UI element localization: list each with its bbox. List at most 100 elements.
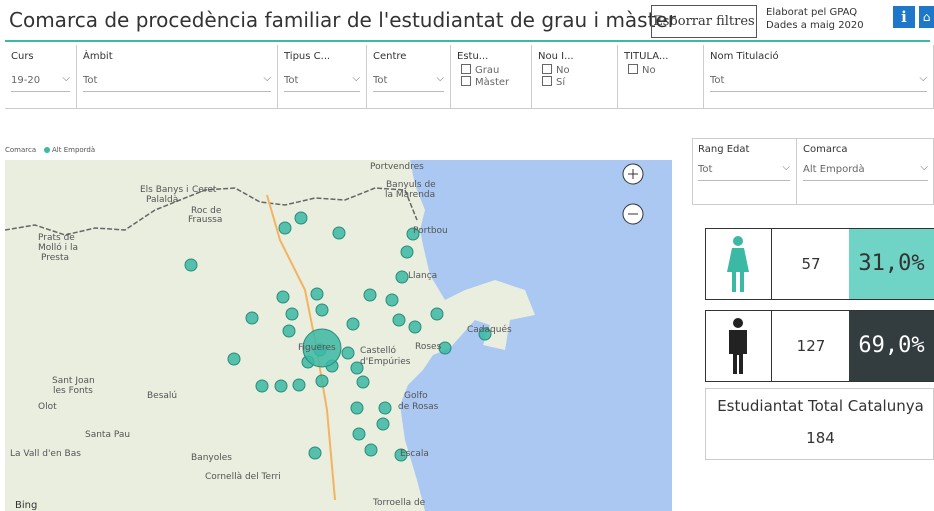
map-bubble	[378, 401, 392, 415]
filter-value: Alt Empordà	[803, 164, 865, 175]
map-bubble	[478, 327, 492, 341]
map-bubble	[400, 245, 414, 259]
map-bubble	[350, 401, 364, 415]
map-label: Besalú	[147, 391, 177, 401]
info-button[interactable]: i	[893, 6, 915, 28]
filter-option[interactable]: No	[628, 64, 697, 76]
chevron: ⌵	[263, 73, 271, 84]
filter[interactable]: Àmbit Tot ⌵	[77, 45, 278, 108]
map-label: Sant Joan	[52, 376, 95, 386]
filter-dropdown[interactable]: 19-20 ⌵	[11, 71, 70, 92]
male-card: 127 69,0%	[705, 310, 934, 382]
filter-value: 19-20	[11, 75, 41, 86]
side-filter[interactable]: Rang Edat Tot ⌵	[692, 138, 797, 205]
chevron: ⌵	[352, 73, 360, 84]
map-label: Fraussa	[188, 215, 222, 225]
filter[interactable]: Centre Tot ⌵	[367, 45, 451, 108]
filter-label: Comarca	[803, 144, 848, 155]
filter-dropdown[interactable]: Tot ⌵	[698, 160, 790, 181]
map-bubble	[315, 374, 329, 388]
map-label: Banyuls de	[386, 180, 436, 190]
filter-label: Nom Titulació	[710, 51, 779, 62]
map-label: Ceret	[192, 185, 217, 195]
map-label: Roses	[415, 342, 442, 352]
map-bubble	[406, 227, 420, 241]
filter-option[interactable]: No	[542, 64, 611, 76]
map-bubble	[363, 288, 377, 302]
border	[5, 187, 418, 236]
map-bubble	[364, 443, 378, 457]
male-percent: 69,0%	[849, 311, 934, 381]
map-bubble	[310, 287, 324, 301]
map-bubble	[282, 324, 296, 338]
map-bubble	[346, 317, 360, 331]
filter[interactable]: Curs 19-20 ⌵	[5, 45, 77, 108]
map-label: Banyoles	[191, 453, 232, 463]
map-bubble	[315, 303, 329, 317]
filter-dropdown[interactable]: Tot ⌵	[373, 71, 444, 92]
map-label: Portbou	[413, 226, 448, 236]
map-label: Llança	[408, 271, 437, 281]
map-label: La Vall d'en Bas	[10, 449, 81, 459]
map-label: Torroella de	[372, 498, 426, 508]
map-bubble	[302, 328, 342, 368]
side-filter[interactable]: Comarca Alt Empordà ⌵	[797, 138, 934, 205]
female-count: 57	[771, 229, 850, 299]
map-label: Escala	[400, 449, 429, 459]
map-bubble	[356, 375, 370, 389]
filter-label: Centre	[373, 51, 407, 62]
filter-options: Grau Màster	[461, 64, 525, 88]
clear-filters-button[interactable]: Esborrar filtres	[651, 5, 757, 38]
map-bubble	[227, 352, 241, 366]
filter-label: Rang Edat	[698, 144, 750, 155]
chevron: ⌵	[62, 73, 70, 84]
map-label: Palaldà	[146, 195, 178, 205]
filter-dropdown[interactable]: Tot ⌵	[83, 71, 271, 92]
map-label: Santa Pau	[85, 430, 130, 440]
map-label: Roc de	[191, 206, 222, 216]
map-label: Cadaqués	[467, 324, 512, 335]
filter-dropdown[interactable]: Tot ⌵	[710, 71, 927, 92]
map-label: Presta	[41, 253, 69, 263]
map-bubble	[278, 221, 292, 235]
map-legend-item: Alt Empordà	[52, 146, 95, 154]
total-label: Estudiantat Total Catalunya	[717, 397, 924, 415]
filter-label: Curs	[11, 51, 34, 62]
map-label: Cornellà del Terri	[205, 472, 281, 482]
filter-value: Tot	[284, 75, 299, 86]
filter-dropdown[interactable]: Alt Empordà ⌵	[803, 160, 928, 181]
filter[interactable]: TITULA... No	[618, 45, 704, 108]
map-bubble	[350, 361, 364, 375]
home-button[interactable]: ⌂	[919, 6, 934, 28]
chevron: ⌵	[782, 162, 790, 173]
filter[interactable]: Nou I... No Sí	[532, 45, 618, 108]
filter[interactable]: Nom Titulació Tot ⌵	[704, 45, 934, 108]
road	[266, 194, 336, 501]
filter[interactable]: Tipus C... Tot ⌵	[278, 45, 367, 108]
filter[interactable]: Estu... Grau Màster	[451, 45, 532, 108]
title-rule	[5, 40, 930, 42]
total-count: 184	[806, 429, 835, 447]
map-bubble	[408, 320, 422, 334]
filter-option[interactable]: Grau	[461, 64, 525, 76]
title: Comarca de procedència familiar de l'est…	[9, 8, 676, 32]
map-bubble	[285, 307, 299, 321]
filter-option[interactable]: Sí	[542, 76, 611, 88]
map-label: les Fonts	[53, 386, 93, 396]
map-attribution: Bing	[15, 500, 37, 511]
filter-label: Àmbit	[83, 51, 113, 62]
map-legend-title: Comarca	[5, 146, 36, 154]
map-bubble	[292, 378, 306, 392]
filter-value: Tot	[373, 75, 388, 86]
male-count: 127	[771, 311, 850, 381]
map-bubble	[352, 427, 366, 441]
filter-option[interactable]: Màster	[461, 76, 525, 88]
map-label: d'Empúries	[360, 357, 411, 367]
filter-dropdown[interactable]: Tot ⌵	[284, 71, 360, 92]
map-bubble	[395, 270, 409, 284]
map-bubble	[394, 448, 408, 462]
filter-value: Tot	[83, 75, 98, 86]
map-bubble	[438, 341, 452, 355]
